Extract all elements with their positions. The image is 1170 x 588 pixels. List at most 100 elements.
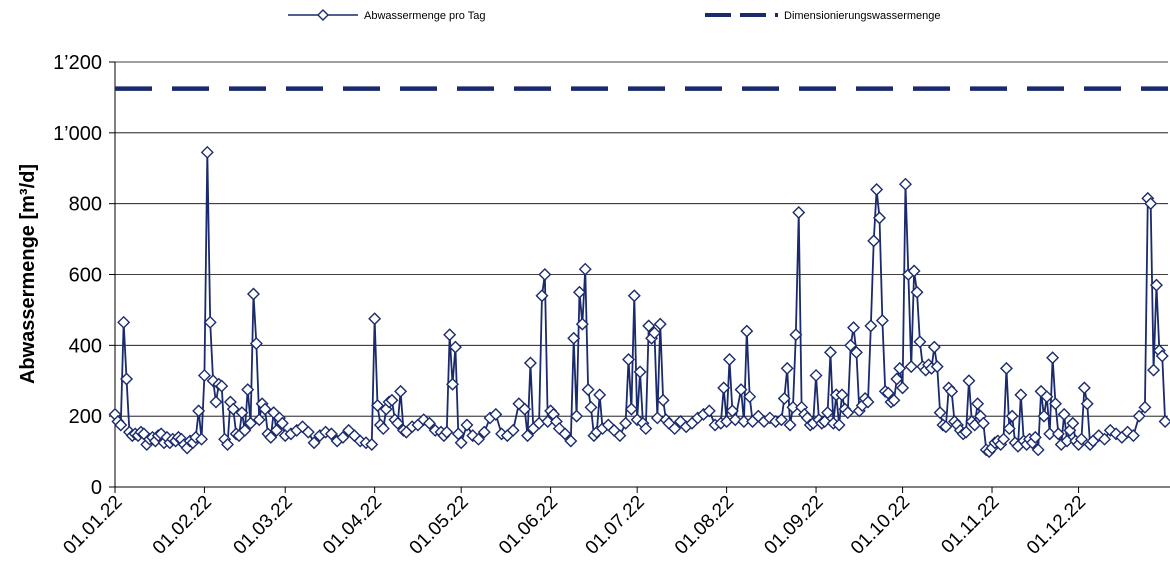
x-tick-label-7: 01.08.22	[671, 492, 738, 559]
data-point-167	[728, 413, 742, 427]
x-tick-label-4: 01.05.22	[406, 492, 473, 559]
data-point-150	[653, 317, 667, 331]
legend: Abwassermenge pro Tag Dimensionierungswa…	[288, 9, 941, 22]
data-point-265	[1028, 430, 1042, 444]
data-point-276	[1060, 434, 1074, 448]
data-point-219	[896, 381, 910, 395]
data-point-268	[1037, 409, 1051, 423]
y-tick-label-800: 800	[69, 194, 102, 216]
data-point-236	[945, 384, 959, 398]
data-point-117	[541, 414, 555, 428]
data-point-45	[238, 423, 252, 437]
data-point-200	[841, 406, 855, 420]
data-point-203	[849, 345, 863, 359]
data-point-269	[1040, 390, 1054, 404]
data-point-126	[572, 285, 586, 299]
data-point-182	[789, 328, 803, 342]
data-point-242	[962, 374, 976, 388]
data-point-48	[246, 287, 260, 301]
data-point-128	[578, 262, 592, 276]
data-point-101	[466, 429, 480, 443]
x-tick-label-11: 01.12.22	[1023, 492, 1090, 559]
y-tick-label-1200: 1’200	[53, 52, 102, 74]
data-point-108	[506, 423, 520, 437]
data-point-272	[1049, 397, 1062, 411]
data-point-220	[898, 177, 912, 191]
data-point-39	[221, 438, 235, 451]
data-point-33	[203, 315, 217, 329]
data-point-78	[376, 422, 390, 436]
data-point-281	[1074, 432, 1088, 446]
y-tick-label-200: 200	[69, 406, 102, 428]
data-point-83	[391, 416, 405, 430]
data-point-245	[971, 397, 985, 411]
data-point-218	[893, 361, 907, 375]
data-point-212	[875, 314, 889, 328]
data-point-194	[823, 345, 837, 359]
data-point-292	[1126, 429, 1140, 443]
data-point-207	[861, 395, 875, 409]
x-tick-label-0: 01.01.22	[59, 492, 126, 559]
data-point-69	[336, 430, 350, 444]
data-point-149	[650, 411, 664, 425]
data-point-283	[1080, 397, 1094, 411]
data-point-231	[930, 360, 944, 374]
data-point-255	[999, 361, 1013, 375]
data-point-50	[252, 413, 266, 427]
data-point-52	[258, 402, 272, 416]
data-point-2	[114, 418, 128, 432]
data-point-116	[538, 268, 552, 281]
data-point-67	[324, 427, 338, 441]
data-point-181	[786, 400, 800, 414]
data-point-178	[777, 391, 791, 405]
data-point-56	[270, 423, 284, 437]
data-point-137	[613, 429, 627, 443]
data-point-35	[209, 395, 223, 409]
data-point-256	[1002, 422, 1016, 436]
data-point-37	[215, 379, 229, 393]
data-point-105	[489, 407, 503, 421]
data-point-297	[1147, 363, 1161, 377]
x-axis-ticks: 01.01.22 01.02.22 01.03.22 01.04.22 01.05.22…	[59, 487, 1090, 559]
data-point-130	[584, 400, 598, 414]
data-point-100	[460, 418, 474, 432]
data-point-247	[976, 416, 990, 430]
data-point-46	[241, 383, 255, 397]
data-point-169	[737, 414, 751, 428]
data-point-254	[997, 432, 1011, 446]
data-point-63	[301, 425, 315, 439]
x-tick-label-9: 01.10.22	[847, 492, 914, 559]
data-point-96	[446, 377, 460, 391]
data-point-54	[264, 430, 278, 444]
data-point-293	[1132, 409, 1146, 423]
data-point-154	[668, 422, 682, 436]
legend-marker-daily	[317, 9, 329, 21]
y-tick-label-600: 600	[69, 265, 102, 287]
data-point-110	[518, 402, 532, 416]
data-point-232	[933, 406, 947, 420]
data-point-198	[835, 388, 849, 402]
data-point-197	[832, 418, 846, 432]
data-point-165	[723, 353, 736, 366]
data-point-143	[633, 365, 647, 379]
x-tick-label-10: 01.11.22	[937, 492, 1003, 558]
data-point-298	[1149, 278, 1163, 292]
data-point-124	[567, 331, 581, 345]
data-point-115	[535, 289, 549, 303]
data-point-139	[622, 353, 636, 366]
data-point-189	[809, 368, 823, 382]
daily-flow-line	[114, 151, 1167, 453]
data-point-75	[368, 312, 382, 326]
data-point-201	[844, 338, 858, 352]
data-point-44	[235, 406, 249, 420]
data-point-170	[740, 324, 754, 338]
data-point-160	[702, 404, 716, 418]
data-point-111	[521, 429, 535, 443]
data-point-193	[821, 406, 835, 420]
x-tick-label-8: 01.09.22	[760, 492, 827, 559]
x-tick-label-5: 01.06.22	[495, 492, 562, 559]
data-point-90	[422, 416, 436, 430]
data-point-209	[867, 234, 881, 248]
data-point-257	[1005, 409, 1019, 423]
data-point-260	[1014, 388, 1028, 402]
